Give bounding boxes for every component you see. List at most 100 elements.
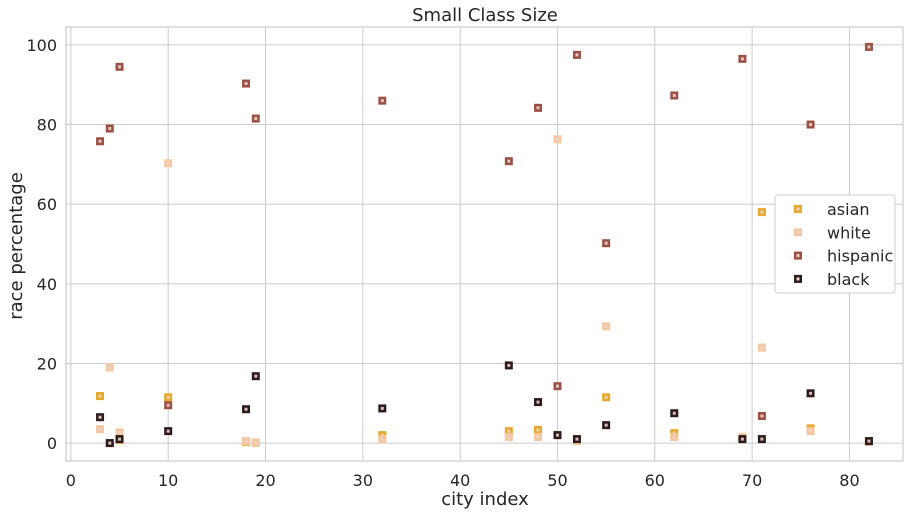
data-point-black [534, 398, 543, 407]
marker-center [244, 407, 248, 411]
points-layer [96, 42, 873, 448]
plot-border [65, 26, 904, 462]
data-point-black [242, 405, 251, 414]
marker-center [507, 159, 511, 163]
marker-center [244, 439, 248, 443]
data-point-black [757, 435, 766, 444]
data-point-black [504, 361, 513, 370]
data-point-white [105, 363, 114, 372]
marker-center [604, 395, 608, 399]
data-point-white [96, 425, 105, 434]
marker-center [118, 65, 122, 69]
data-point-hispanic [864, 42, 873, 51]
marker-center [760, 414, 764, 418]
data-point-white [757, 343, 766, 352]
marker-center [380, 99, 384, 103]
marker-center [536, 400, 540, 404]
marker-center [555, 384, 559, 388]
legend-marker-center [796, 254, 800, 258]
legend-label-asian: asian [827, 200, 870, 219]
data-point-hispanic [164, 401, 173, 410]
data-point-hispanic [378, 96, 387, 105]
marker-center [108, 127, 112, 131]
data-point-white [378, 435, 387, 444]
x-tick-label: 0 [66, 471, 76, 490]
x-axis-title: city index [441, 489, 529, 510]
marker-center [166, 161, 170, 165]
data-point-hispanic [806, 120, 815, 129]
data-point-black [251, 372, 260, 381]
marker-center [536, 106, 540, 110]
data-point-hispanic [534, 103, 543, 112]
marker-center [244, 82, 248, 86]
marker-center [98, 394, 102, 398]
data-point-black [738, 435, 747, 444]
y-tick-label: 20 [37, 354, 57, 373]
data-point-hispanic [504, 157, 513, 166]
x-tick-label: 40 [450, 471, 470, 490]
data-point-hispanic [670, 91, 679, 100]
legend-label-hispanic: hispanic [827, 247, 893, 266]
marker-center [108, 365, 112, 369]
marker-center [166, 429, 170, 433]
data-point-white [242, 437, 251, 446]
marker-center [536, 435, 540, 439]
x-tick-label: 30 [353, 471, 373, 490]
data-point-hispanic [251, 114, 260, 123]
grid-layer [66, 27, 903, 461]
data-point-hispanic [242, 79, 251, 88]
legend-box [774, 194, 896, 294]
legend-marker-center [796, 230, 800, 234]
x-tick-label: 70 [742, 471, 762, 490]
marker-center [555, 433, 559, 437]
legend: asian white hispanic black [774, 194, 896, 294]
legend-label-black: black [827, 270, 870, 289]
x-tick-label: 20 [255, 471, 275, 490]
marker-center [740, 57, 744, 61]
y-axis-title: race percentage [6, 172, 27, 320]
y-tick-label: 40 [37, 275, 57, 294]
chart-title: Small Class Size [412, 5, 558, 26]
x-tick-label: 60 [645, 471, 665, 490]
data-point-black [864, 437, 873, 446]
marker-center [108, 441, 112, 445]
y-tick-label: 0 [47, 434, 57, 453]
marker-center [380, 437, 384, 441]
y-tick-label: 100 [26, 36, 57, 55]
marker-center [604, 324, 608, 328]
data-point-hispanic [96, 137, 105, 146]
data-point-black [572, 435, 581, 444]
marker-center [98, 427, 102, 431]
marker-center [867, 45, 871, 49]
marker-center [740, 437, 744, 441]
marker-center [575, 53, 579, 57]
data-point-white [504, 433, 513, 442]
marker-center [118, 430, 122, 434]
data-point-hispanic [602, 239, 611, 248]
data-point-white [806, 427, 815, 436]
data-point-black [553, 431, 562, 440]
marker-center [536, 428, 540, 432]
tick-labels: 0 10 20 30 40 50 60 70 80 0 20 40 60 80 100 [26, 36, 859, 490]
x-tick-label: 10 [158, 471, 178, 490]
marker-center [672, 435, 676, 439]
data-point-hispanic [553, 382, 562, 391]
data-point-asian [534, 425, 543, 434]
data-point-white [602, 322, 611, 331]
data-point-white [251, 438, 260, 447]
marker-center [507, 435, 511, 439]
data-point-white [553, 135, 562, 144]
data-point-black [164, 427, 173, 436]
marker-center [166, 403, 170, 407]
data-point-black [115, 435, 124, 444]
data-point-black [806, 389, 815, 398]
marker-center [118, 437, 122, 441]
marker-center [507, 363, 511, 367]
legend-marker-center [796, 277, 800, 281]
marker-center [760, 437, 764, 441]
plot-background [66, 27, 903, 461]
data-point-asian [164, 393, 173, 402]
marker-center [672, 411, 676, 415]
